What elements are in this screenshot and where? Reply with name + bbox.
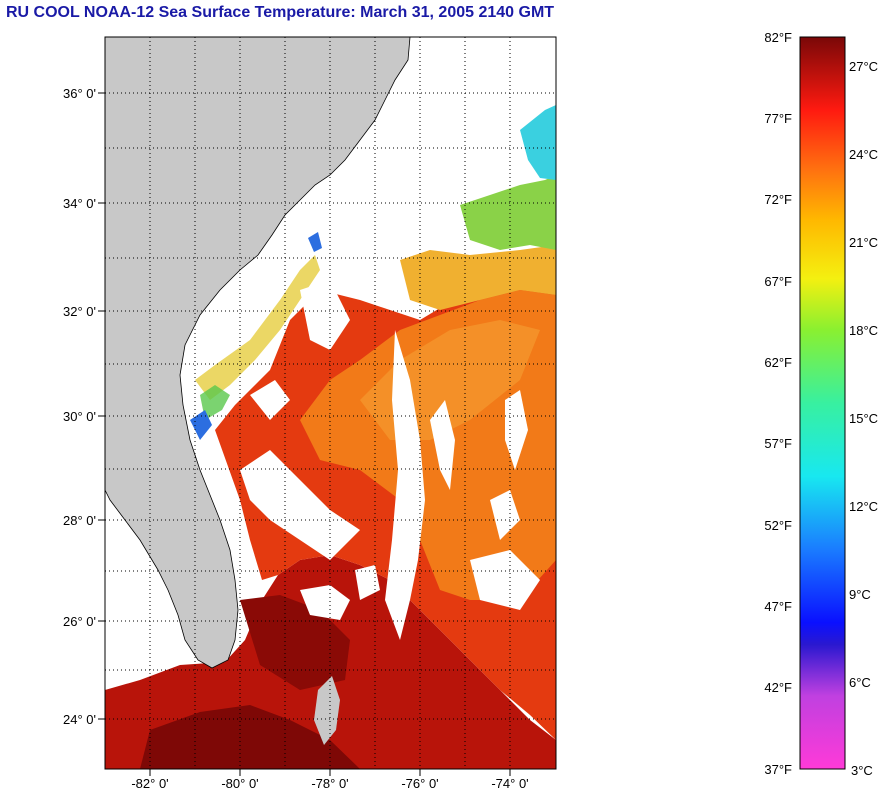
lat-label: 24° 0' <box>63 712 96 727</box>
map-ticks <box>98 92 511 776</box>
cape-blue-patch <box>308 232 322 252</box>
f-label: 62°F <box>764 355 792 370</box>
f-label: 47°F <box>764 599 792 614</box>
f-label: 77°F <box>764 111 792 126</box>
island-land <box>314 676 340 745</box>
northern-cyan-patch <box>520 105 556 180</box>
latitude-labels: 36° 0' 34° 0' 32° 0' 30° 0' 28° 0' 26° 0… <box>63 86 96 727</box>
f-label: 37°F <box>764 762 792 777</box>
lat-label: 26° 0' <box>63 614 96 629</box>
c-label: 9°C <box>849 587 871 602</box>
c-label: 12°C <box>849 499 878 514</box>
cloud-streaks <box>240 280 540 640</box>
map-area <box>105 37 556 769</box>
lat-label: 36° 0' <box>63 86 96 101</box>
shelf-cool-patch <box>400 245 556 310</box>
lon-label: -82° 0' <box>131 776 168 791</box>
coastal-cool-band <box>195 255 320 400</box>
coastal-green <box>200 385 230 420</box>
northern-cool-patch <box>460 175 556 250</box>
c-label: 18°C <box>849 323 878 338</box>
c-label: 24°C <box>849 147 878 162</box>
f-label: 67°F <box>764 274 792 289</box>
colorbar-gradient <box>799 36 846 770</box>
deep-red-water-2 <box>240 595 350 690</box>
c-label: 27°C <box>849 59 878 74</box>
lat-label: 34° 0' <box>63 196 96 211</box>
celsius-labels: 27°C 24°C 21°C 18°C 15°C 12°C 9°C 6°C 3°… <box>849 59 878 778</box>
lon-label: -80° 0' <box>221 776 258 791</box>
colorbar: 82°F 77°F 72°F 67°F 62°F 57°F 52°F 47°F … <box>764 30 878 778</box>
c-label: 3°C <box>851 763 873 778</box>
lat-label: 30° 0' <box>63 409 96 424</box>
c-label: 6°C <box>849 675 871 690</box>
f-label: 52°F <box>764 518 792 533</box>
lon-label: -78° 0' <box>311 776 348 791</box>
c-label: 15°C <box>849 411 878 426</box>
f-label: 57°F <box>764 436 792 451</box>
lon-label: -76° 0' <box>401 776 438 791</box>
fahrenheit-labels: 82°F 77°F 72°F 67°F 62°F 57°F 52°F 47°F … <box>764 30 792 777</box>
map-title: RU COOL NOAA-12 Sea Surface Temperature:… <box>6 4 555 21</box>
f-label: 82°F <box>764 30 792 45</box>
lat-label: 32° 0' <box>63 304 96 319</box>
longitude-labels: -82° 0' -80° 0' -78° 0' -76° 0' -74° 0' <box>131 776 528 791</box>
c-label: 21°C <box>849 235 878 250</box>
lat-label: 28° 0' <box>63 513 96 528</box>
f-label: 72°F <box>764 192 792 207</box>
f-label: 42°F <box>764 680 792 695</box>
lon-label: -74° 0' <box>491 776 528 791</box>
us-southeast-land <box>105 37 411 669</box>
